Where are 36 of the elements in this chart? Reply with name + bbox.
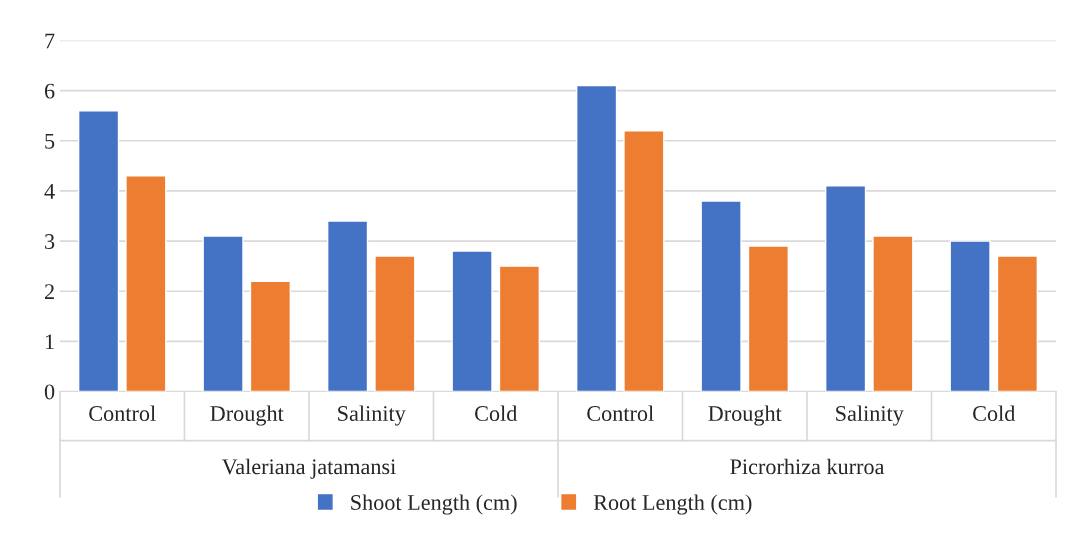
x-tick-label: Salinity bbox=[338, 405, 406, 426]
bar bbox=[824, 185, 867, 392]
bar bbox=[249, 280, 292, 392]
x-tick-label: Drought bbox=[708, 405, 782, 426]
x-tick-label: Drought bbox=[210, 405, 284, 426]
bar bbox=[700, 200, 742, 392]
x-tick-label: Control bbox=[89, 405, 156, 422]
bar bbox=[872, 235, 914, 392]
x-tick-label: Cold bbox=[973, 405, 1016, 422]
y-tick-label: 3 bbox=[45, 234, 55, 249]
y-tick-label: 1 bbox=[45, 334, 54, 350]
bar bbox=[125, 175, 167, 392]
bar bbox=[747, 245, 790, 392]
bar bbox=[451, 250, 493, 392]
x-tick-label: Cold bbox=[475, 405, 518, 422]
y-tick-label: 7 bbox=[45, 33, 55, 49]
x-tick-label: Salinity bbox=[836, 405, 904, 426]
y-tick-label: 2 bbox=[44, 284, 54, 299]
bar bbox=[77, 110, 120, 392]
y-tick-label: 5 bbox=[45, 133, 55, 149]
text: Picrorhiza kurroa bbox=[730, 458, 885, 475]
bar bbox=[949, 240, 991, 392]
bar bbox=[326, 220, 369, 392]
bar bbox=[202, 235, 244, 392]
legend-label: Shoot Length (cm) bbox=[351, 494, 517, 515]
text: Valeriana jatamansi bbox=[221, 458, 396, 479]
y-tick-label: 4 bbox=[44, 184, 55, 199]
x-tick-label: Control bbox=[587, 405, 654, 422]
y-tick-label: 6 bbox=[44, 83, 55, 99]
y-tick-label: 0 bbox=[44, 384, 55, 400]
bar bbox=[575, 84, 618, 392]
bar bbox=[996, 255, 1039, 392]
bar bbox=[498, 265, 541, 392]
bar bbox=[623, 130, 665, 392]
bar bbox=[374, 255, 416, 392]
legend-label: Root Length (cm) bbox=[593, 494, 752, 515]
